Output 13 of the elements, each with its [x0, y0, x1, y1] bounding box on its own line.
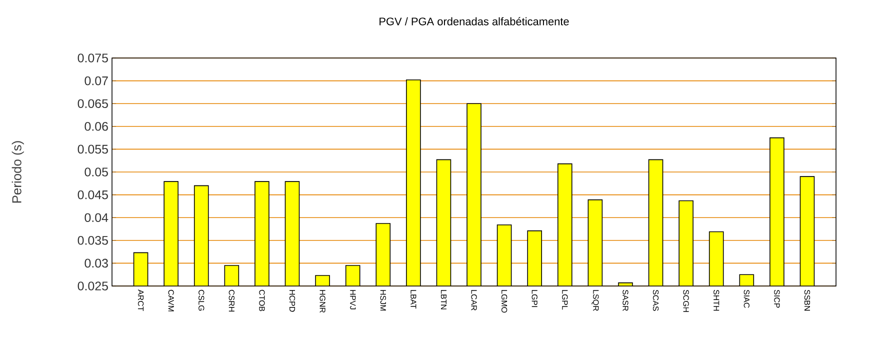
y-tick-label: 0.07 [84, 76, 108, 86]
y-tick-label: 0.025 [78, 282, 108, 290]
y-tick-label: 0.045 [78, 190, 108, 200]
chart-title: PGV / PGA ordenadas alfabéticamente [380, 17, 569, 26]
y-tick-label: 0.06 [84, 122, 108, 131]
y-tick-label: 0.05 [84, 168, 108, 176]
y-tick-label: 0.055 [78, 144, 108, 154]
y-tick-label: 0.065 [78, 99, 108, 108]
y-tick-label: 0.035 [78, 236, 108, 245]
y-tick-label: 0.075 [78, 54, 108, 62]
y-tick-label: 0.04 [84, 213, 108, 222]
y-tick-label: 0.03 [84, 258, 108, 268]
y-axis-title: Periodo (s) [12, 141, 24, 203]
